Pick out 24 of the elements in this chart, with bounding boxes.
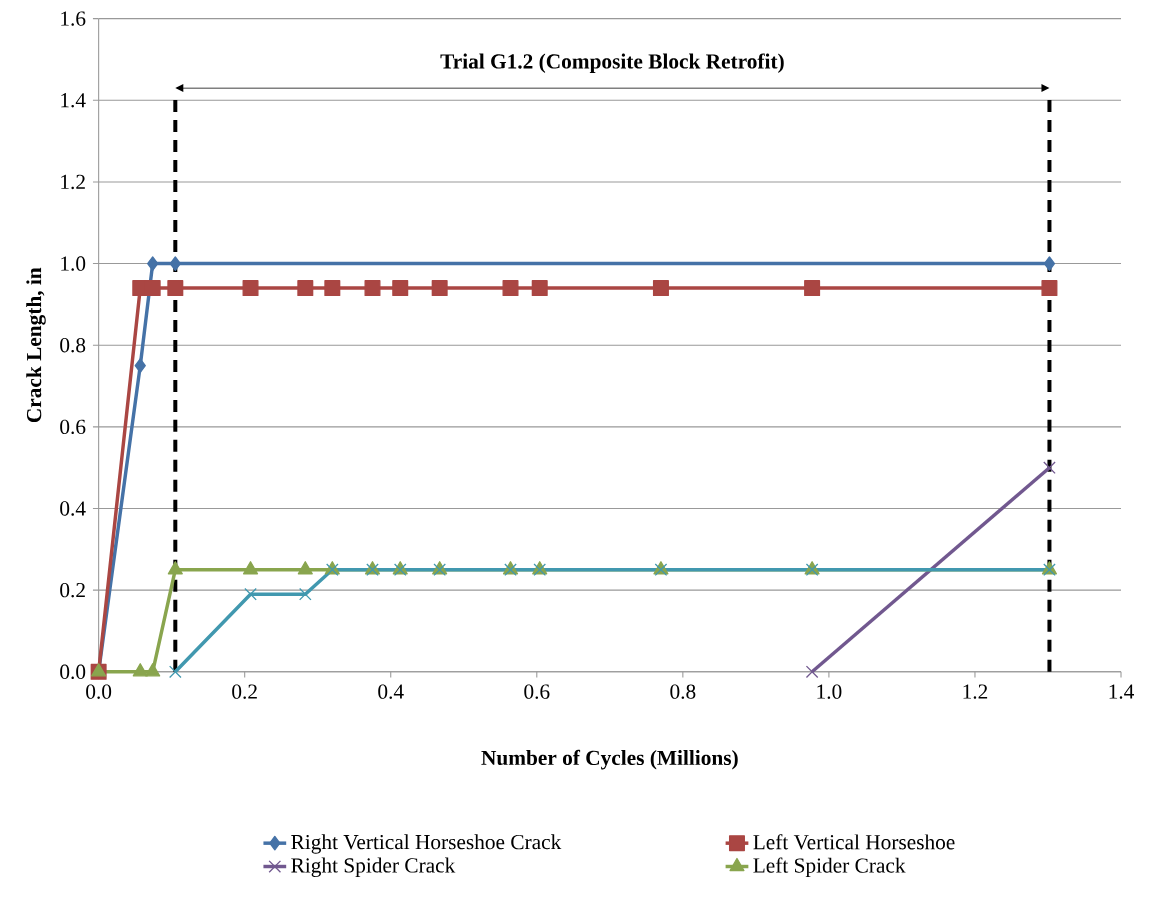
x-tick-label: 1.4 (1109, 684, 1135, 699)
annotation: Trial G1.2 (Composite Block Retrofit) (440, 53, 784, 73)
y-tick-label: 0.2 (60, 582, 85, 598)
x-tick-label: 0.4 (378, 684, 404, 699)
x-tick-label: 1.0 (817, 684, 842, 699)
y-tick-label: 1.0 (61, 256, 86, 271)
x-tick-label: 1.2 (963, 684, 988, 699)
y-tick-label: 0.4 (60, 501, 86, 516)
legend-label: Left Spider Crack (753, 857, 906, 878)
x-axis-title: Number of Cycles (Millions) (481, 749, 738, 770)
legend-label: Left Vertical Horseshoe (753, 834, 955, 850)
y-tick-label: 1.6 (61, 11, 86, 26)
x-tick-label: 0.8 (670, 684, 696, 699)
y-tick-label: 1.4 (61, 93, 86, 108)
y-tick-label: 0.6 (60, 419, 86, 435)
y-tick-label: 0.8 (60, 337, 86, 353)
y-tick-label: 1.2 (61, 174, 85, 190)
y-tick-label: 0.0 (60, 664, 86, 679)
legend-label: Right Vertical Horseshoe Crack (291, 834, 562, 854)
x-tick-label: 0.2 (232, 684, 257, 699)
legend-label: Right Spider Crack (291, 857, 456, 877)
x-tick-label: 0.0 (86, 684, 112, 699)
x-tick-label: 0.6 (524, 684, 550, 699)
y-axis-title: Crack Length, in (26, 267, 46, 423)
